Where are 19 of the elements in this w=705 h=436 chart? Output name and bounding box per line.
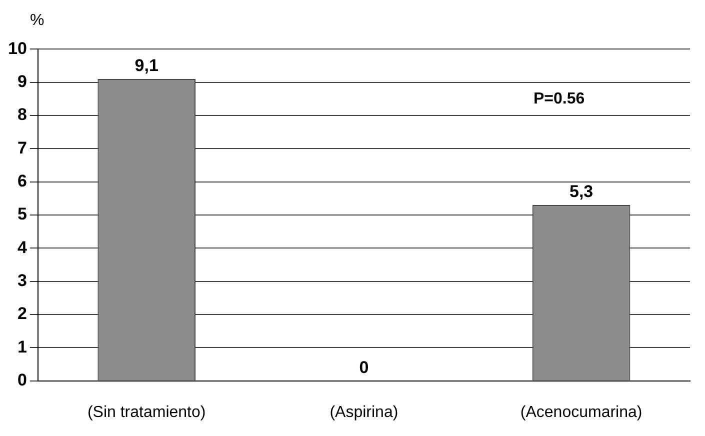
y-tick-label: 0	[17, 370, 27, 390]
y-tick-label: 1	[17, 337, 27, 356]
y-tick-label: 8	[17, 105, 27, 124]
annotation: P=0.56	[534, 90, 585, 108]
y-tick-label: 6	[17, 172, 27, 191]
x-tick-label: (Aspirina)	[330, 404, 398, 421]
x-tick-label: (Sin tratamiento)	[87, 404, 206, 421]
data-label: 0	[359, 358, 369, 377]
y-tick-label: 7	[17, 138, 27, 158]
y-tick-label: 2	[17, 304, 27, 324]
data-label: 5,3	[570, 182, 594, 202]
x-tick-label: (Acenocumarina)	[520, 404, 642, 421]
y-tick-label: 4	[17, 238, 28, 257]
y-tick-label: 5	[17, 204, 27, 224]
y-tick-label: 3	[17, 271, 27, 290]
y-tick-label: 9	[17, 72, 27, 92]
y-axis-title: %	[30, 12, 44, 30]
data-label: 9,1	[134, 56, 158, 76]
y-tick-label: 10	[8, 38, 27, 58]
